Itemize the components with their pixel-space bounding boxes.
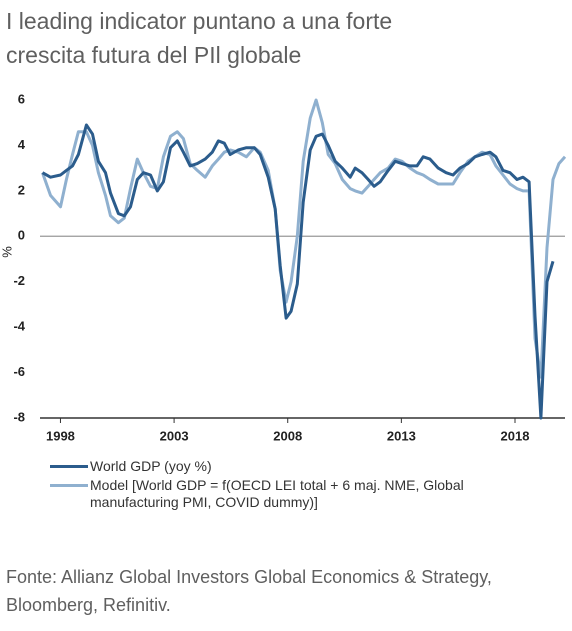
x-tick-label: 2013: [387, 428, 416, 443]
legend-item: World GDP (yoy %): [50, 458, 530, 475]
y-tick-label: -8: [13, 409, 25, 424]
y-tick-label: 2: [18, 182, 25, 197]
x-tick-label: 2003: [160, 428, 189, 443]
chart: % -8 -6 -4 -2 0 2 4 6 1998 2003 2008 2013 2018: [0, 91, 567, 443]
series-line: [41, 98, 567, 379]
y-tick-label: -4: [13, 319, 25, 334]
y-tick-label: 0: [18, 228, 25, 243]
x-tick-label: 2018: [501, 428, 530, 443]
x-tick-label: 2008: [273, 428, 302, 443]
legend-label: Model [World GDP = f(OECD LEI total + 6 …: [90, 477, 464, 510]
source-note: Fonte: Allianz Global Investors Global E…: [6, 567, 492, 615]
x-tick-label: 1998: [46, 428, 75, 443]
y-tick-label: 6: [18, 91, 25, 106]
legend: World GDP (yoy %) Model [World GDP = f(OE…: [50, 458, 530, 513]
legend-label: World GDP (yoy %): [90, 458, 212, 474]
chart-title: I leading indicator puntano a una forte …: [6, 8, 393, 68]
series-line: [41, 123, 555, 420]
y-tick-label: -6: [13, 364, 25, 379]
legend-item: Model [World GDP = f(OECD LEI total + 6 …: [50, 477, 530, 511]
y-axis-label: %: [0, 246, 14, 258]
legend-swatch: [50, 484, 88, 487]
y-tick-label: -2: [13, 273, 25, 288]
y-tick-label: 4: [18, 137, 26, 152]
legend-swatch: [50, 465, 88, 468]
